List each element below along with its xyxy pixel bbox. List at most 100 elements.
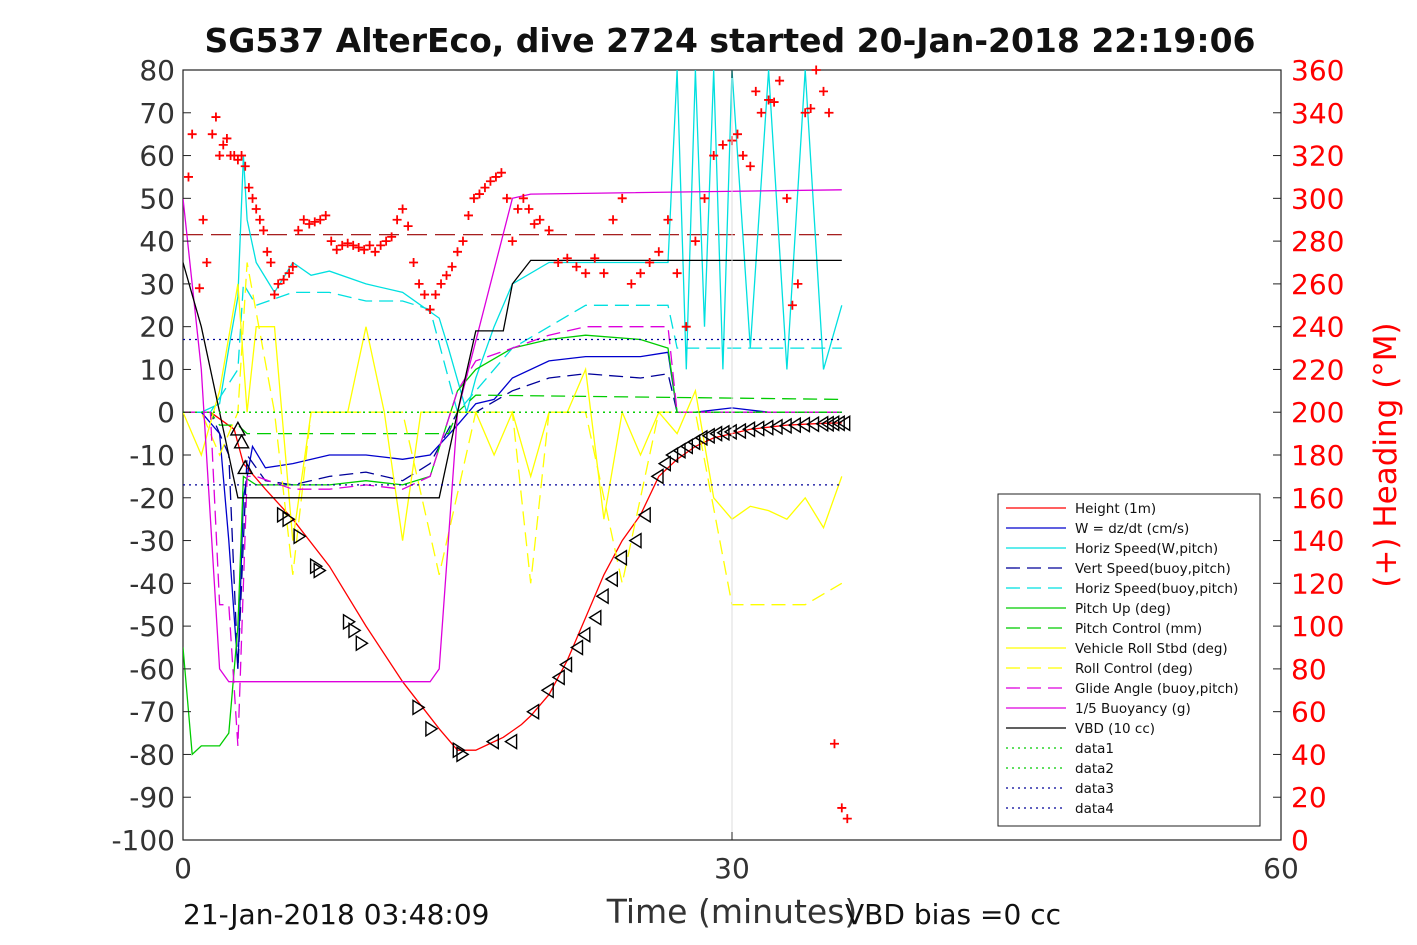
y2-tick-label: 260 <box>1291 268 1344 301</box>
heading-point <box>359 245 369 255</box>
heading-point <box>745 161 755 171</box>
heading-point <box>811 65 821 75</box>
heading-point <box>793 279 803 289</box>
heading-point <box>304 219 314 229</box>
heading-point <box>775 76 785 86</box>
y2-axis-label: (+) Heading (°M) <box>1368 322 1404 587</box>
depth-marker <box>672 442 686 459</box>
heading-point <box>718 140 728 150</box>
depth-marker <box>313 562 327 579</box>
heading-point <box>756 108 766 118</box>
series-line-6 <box>183 394 842 435</box>
heading-point <box>222 133 232 143</box>
heading-point <box>535 215 545 225</box>
heading-point <box>700 193 710 203</box>
heading-point <box>248 193 258 203</box>
heading-point <box>310 217 320 227</box>
depth-marker <box>613 549 628 566</box>
y2-tick-label: 220 <box>1291 353 1344 386</box>
heading-point <box>183 172 193 182</box>
y-tick-label: 30 <box>139 268 175 301</box>
y-tick-label: -100 <box>111 824 175 857</box>
depth-marker <box>577 626 591 643</box>
depth-marker <box>526 703 540 720</box>
depth-marker <box>716 424 730 442</box>
heading-point <box>370 247 380 257</box>
heading-point <box>800 108 810 118</box>
heading-point <box>764 95 774 105</box>
x-tick-label: 30 <box>714 852 750 885</box>
heading-point <box>387 232 397 242</box>
y2-tick-label: 340 <box>1291 97 1344 130</box>
series-line-5 <box>183 334 842 756</box>
heading-point <box>562 253 572 263</box>
series-line-3 <box>183 372 842 669</box>
legend-label: Pitch Control (mm) <box>1075 621 1202 637</box>
heading-point <box>299 215 309 225</box>
heading-point <box>491 172 501 182</box>
heading-point <box>518 193 528 203</box>
heading-point <box>819 86 828 96</box>
heading-point <box>524 204 534 214</box>
y2-tick-label: 180 <box>1291 439 1344 472</box>
heading-point <box>321 210 331 220</box>
depth-marker <box>233 433 250 449</box>
heading-point <box>251 204 261 214</box>
heading-point <box>279 275 289 285</box>
legend-label: VBD (10 cc) <box>1075 721 1155 737</box>
heading-point <box>502 193 512 203</box>
heading-point <box>348 240 358 250</box>
legend-label: data2 <box>1075 761 1114 777</box>
heading-point <box>672 268 682 278</box>
series-line-10 <box>183 189 842 683</box>
y-tick-label: 50 <box>139 182 175 215</box>
depth-marker <box>309 557 324 575</box>
depth-marker <box>637 506 651 524</box>
heading-point <box>751 86 761 96</box>
heading-point <box>837 803 847 813</box>
heading-point <box>463 210 473 220</box>
x-tick-label: 0 <box>174 852 192 885</box>
heading-point <box>529 219 539 229</box>
heading-point <box>288 262 298 272</box>
heading-point <box>240 161 250 171</box>
heading-point <box>738 151 748 161</box>
heading-point <box>211 112 221 122</box>
heading-point <box>403 221 413 231</box>
depth-marker <box>282 510 296 528</box>
depth-marker <box>679 438 693 455</box>
heading-point <box>376 240 386 250</box>
depth-marker <box>348 622 362 639</box>
heading-point <box>332 245 342 255</box>
heading-point <box>824 108 834 118</box>
heading-point <box>270 290 279 300</box>
depth-marker <box>831 415 845 432</box>
legend-box <box>997 493 1261 827</box>
chart-title: SG537 AlterEco, dive 2724 started 20-Jan… <box>204 21 1255 60</box>
heading-point <box>553 258 563 267</box>
y-tick-label: -30 <box>129 525 175 558</box>
depth-marker <box>569 639 584 656</box>
depth-marker <box>687 433 701 451</box>
legend-label: Glide Angle (buoy,pitch) <box>1075 681 1239 697</box>
heading-point <box>436 279 446 289</box>
heading-point <box>709 151 719 161</box>
series-line-7 <box>183 283 843 541</box>
legend-label: Horiz Speed(W,pitch) <box>1075 541 1218 557</box>
heading-point <box>654 247 664 257</box>
heading-point <box>431 290 441 300</box>
legend-label: 1/5 Buoyancy (g) <box>1075 701 1191 717</box>
heading-point <box>453 247 462 257</box>
depth-marker <box>628 532 642 549</box>
heading-point <box>293 225 303 235</box>
heading-point <box>420 290 430 300</box>
y2-tick-label: 80 <box>1291 653 1327 686</box>
depth-marker <box>665 446 679 464</box>
y-tick-label: -50 <box>129 610 175 643</box>
heading-point <box>202 258 212 267</box>
heading-point <box>581 268 591 278</box>
heading-point <box>513 204 523 214</box>
depth-marker <box>237 459 254 475</box>
y-tick-label: -40 <box>129 567 175 600</box>
heading-point <box>273 279 283 289</box>
